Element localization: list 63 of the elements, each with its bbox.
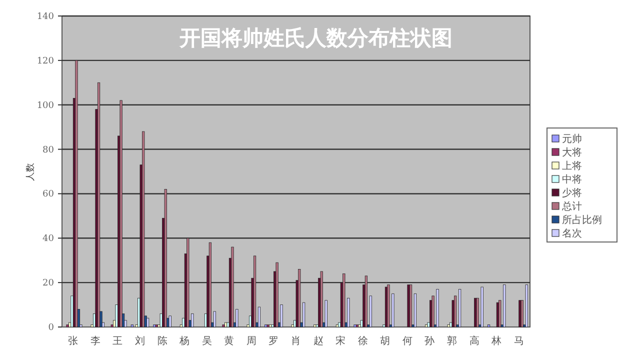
x-tick-label: 高 [469,335,480,347]
x-tick-label: 徐 [358,335,368,347]
x-tick-label: 胡 [380,335,390,347]
x-tick-label: 宋 [336,335,346,347]
bar [407,284,410,328]
bar [142,131,145,328]
y-tick-label: 20 [42,278,54,289]
y-tick-label: 40 [42,234,54,244]
x-tick-label: 王 [112,336,123,347]
bar [414,293,417,328]
bar [298,269,301,328]
legend-label: 大将 [562,146,582,158]
bar [487,324,490,328]
bar [258,306,261,328]
bar [130,324,134,328]
bar [97,82,100,328]
legend-label: 元帅 [562,133,582,145]
bar [253,256,256,328]
legend-label: 少将 [562,187,582,199]
x-tick-label: 刘 [135,335,145,347]
bar [458,289,462,328]
x-tick-label: 林 [490,335,502,347]
bar [447,324,450,328]
y-tick-label: 0 [48,323,54,333]
bar [409,284,412,328]
x-tick-label: 肖 [291,335,301,347]
bar [525,284,528,328]
bar [364,276,368,328]
y-axis-title: 人数 [25,163,36,181]
legend-label: 所占比例 [562,214,602,226]
x-tick-label: 张 [68,335,78,347]
x-tick-label: 赵 [313,335,324,347]
x-tick-label: 周 [246,336,256,347]
x-tick-label: 陈 [157,335,168,347]
x-tick-label: 何 [402,336,412,347]
bar [120,100,122,328]
y-tick-label: 100 [36,100,54,111]
legend-label: 名次 [562,228,582,240]
bar [75,60,78,328]
x-tick-label: 黄 [224,335,234,347]
x-tick-label: 罗 [268,336,279,347]
x-tick-label: 李 [90,335,100,347]
bar [146,318,150,328]
y-tick-label: 80 [42,145,54,156]
bar [66,324,69,328]
bar [518,300,522,328]
legend-label: 总计 [561,200,582,212]
bar [153,324,156,328]
legend-label: 上将 [562,160,582,172]
bar [222,324,225,328]
bar [354,324,356,328]
bar [208,242,212,328]
y-tick-label: 60 [42,190,54,200]
x-tick-label: 孙 [424,336,435,347]
x-tick-label: 郭 [447,335,457,347]
y-tick-label: 120 [36,56,54,66]
x-tick-label: 马 [514,336,524,347]
y-tick-label: 140 [36,12,54,22]
legend-label: 中将 [562,174,582,186]
text: 开国将帅姓氏人数分布柱状图 [178,25,452,50]
x-tick-label: 吴 [202,336,212,347]
x-tick-label: 杨 [178,335,190,347]
bar [496,302,499,328]
